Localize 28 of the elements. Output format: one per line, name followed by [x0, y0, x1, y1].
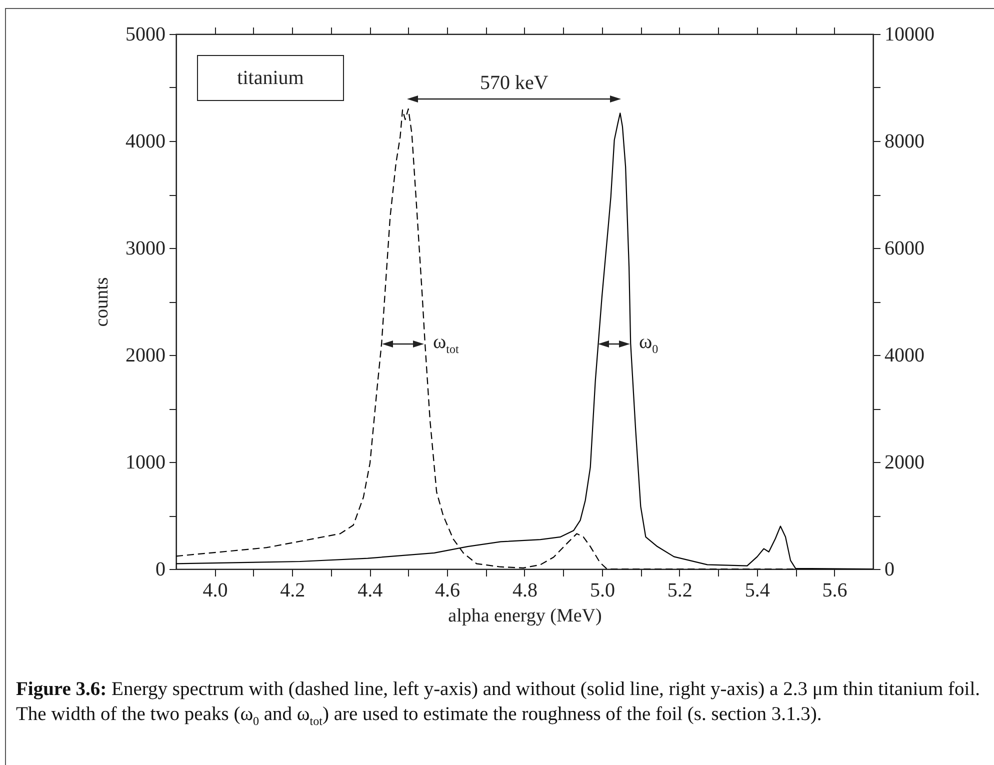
annotation: ω$_{0}$ [639, 331, 658, 356]
annotation: ω$_{tot}$ [433, 331, 459, 356]
y-tick-label: 1000 [126, 452, 166, 474]
annotation: 570 keV [480, 72, 548, 94]
y2-tick-label: 10000 [884, 24, 934, 46]
y-tick-label: 3000 [126, 238, 166, 260]
x-tick-label: 4.0 [202, 580, 228, 602]
x-tick-label: 5.6 [822, 580, 848, 602]
x-axis-title: alpha energy (MeV) [448, 606, 602, 626]
x-tick-label: 5.4 [744, 580, 770, 602]
caption: Figure 3.6: Energy spectrum with (dashed line, left y-axis) and without (solid line, right y-axis) a 2.3 μm thin titanium foil. The width of the two peaks (ω$_{0}$ and ω$_{tot}$) are used to estimate the roughness of the foil (s. section 3.1.3). [16, 679, 980, 728]
x-tick-label: 4.6 [435, 580, 460, 602]
y-tick-label: 2000 [126, 344, 166, 366]
y-tick-label: 0 [156, 558, 166, 580]
y-axis-title: counts [92, 277, 112, 327]
y2-tick-label: 8000 [884, 130, 924, 152]
x-tick-label: 5.0 [590, 580, 615, 602]
y-tick-label: 4000 [126, 130, 166, 152]
y2-tick-label: 6000 [884, 238, 924, 260]
y2-tick-label: 4000 [884, 344, 924, 366]
x-tick-label: 4.2 [280, 580, 306, 602]
y2-tick-label: 0 [884, 558, 894, 580]
x-tick-label: 4.4 [358, 580, 383, 602]
y2-tick-label: 2000 [884, 452, 924, 474]
y-tick-label: 5000 [126, 24, 166, 46]
annotation: titanium [197, 55, 344, 101]
x-tick-label: 4.8 [512, 580, 538, 602]
x-tick-label: 5.2 [667, 580, 692, 602]
